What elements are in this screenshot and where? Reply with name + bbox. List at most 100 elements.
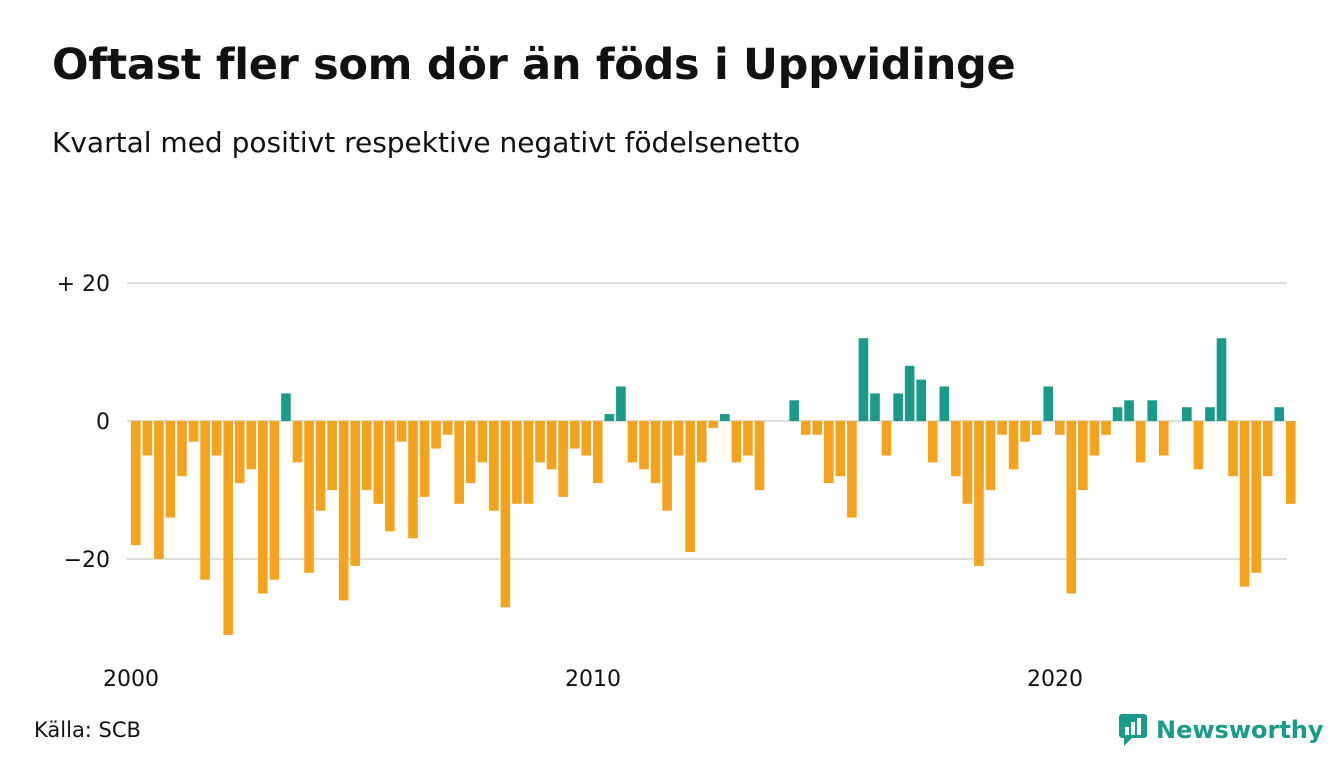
bar-negative xyxy=(1008,421,1019,470)
y-tick-label: 0 xyxy=(96,410,110,435)
bar-negative xyxy=(731,421,742,463)
bar-positive xyxy=(916,379,926,421)
newsworthy-logo-icon xyxy=(1119,714,1147,746)
bar-positive xyxy=(604,414,615,421)
bar-positive xyxy=(1274,407,1285,421)
bar-negative xyxy=(985,421,996,490)
bar-negative xyxy=(974,421,984,566)
bar-negative xyxy=(1078,421,1088,490)
bar-negative xyxy=(1158,421,1169,456)
bar-positive xyxy=(281,393,291,421)
bar-negative xyxy=(454,421,464,504)
bar-negative xyxy=(569,421,580,449)
y-tick-label: −20 xyxy=(64,548,110,573)
bar-negative xyxy=(627,421,638,463)
bar-negative xyxy=(385,421,395,532)
bar-negative xyxy=(500,421,511,608)
bar-negative xyxy=(408,421,418,539)
bar-negative xyxy=(465,421,476,484)
bar-negative xyxy=(315,421,326,511)
y-tick-label: + 20 xyxy=(57,272,110,297)
bar-negative xyxy=(812,421,823,435)
bar-negative xyxy=(165,421,176,518)
bar-negative xyxy=(535,421,545,463)
bar-positive xyxy=(720,414,730,421)
bar-negative xyxy=(1020,421,1030,442)
bar-negative xyxy=(1031,421,1042,435)
bar-negative xyxy=(1262,421,1273,477)
bar-negative xyxy=(362,421,372,490)
bar-negative xyxy=(708,421,719,428)
bar-negative xyxy=(847,421,857,518)
bar-negative xyxy=(258,421,268,594)
bar-negative xyxy=(131,421,141,546)
bar-negative xyxy=(269,421,280,580)
bar-negative xyxy=(1239,421,1250,587)
bar-negative xyxy=(419,421,430,497)
x-tick-label: 2020 xyxy=(1027,667,1083,692)
bar-negative xyxy=(234,421,245,484)
newsworthy-logo[interactable]: Newsworthy xyxy=(1118,713,1324,747)
bar-negative xyxy=(523,421,534,504)
bar-positive xyxy=(1124,400,1134,421)
bar-positive xyxy=(870,393,880,421)
bar-positive xyxy=(939,386,950,421)
bar-negative xyxy=(200,421,210,580)
bar-negative xyxy=(881,421,892,456)
bar-positive xyxy=(1216,338,1227,421)
bar-negative xyxy=(211,421,222,456)
chart-title: Oftast fler som dör än föds i Uppvidinge xyxy=(52,40,1016,90)
bar-negative xyxy=(639,421,649,470)
bar-negative xyxy=(558,421,568,497)
bar-negative xyxy=(292,421,303,463)
bar-negative xyxy=(593,421,603,484)
newsworthy-brand: Newsworthy xyxy=(1156,716,1324,744)
bar-positive xyxy=(858,338,869,421)
bar-positive xyxy=(1182,407,1192,421)
bar-negative xyxy=(396,421,407,442)
bar-negative xyxy=(997,421,1007,435)
bar-negative xyxy=(581,421,592,456)
bar-negative xyxy=(662,421,672,511)
bar-negative xyxy=(754,421,765,490)
bars xyxy=(131,338,1296,635)
bar-negative xyxy=(431,421,441,449)
bar-negative xyxy=(350,421,361,566)
bar-negative xyxy=(1055,421,1065,435)
bar-negative xyxy=(1286,421,1296,504)
bar-negative xyxy=(1251,421,1261,573)
bar-negative xyxy=(489,421,499,511)
bar-negative xyxy=(338,421,349,601)
bar-negative xyxy=(442,421,453,435)
bar-negative xyxy=(835,421,846,477)
source-note: Källa: SCB xyxy=(34,718,141,742)
bar-positive xyxy=(904,365,915,421)
bar-negative xyxy=(223,421,233,635)
x-tick-label: 2000 xyxy=(103,667,159,692)
bar-negative xyxy=(1135,421,1146,463)
bar-negative xyxy=(142,421,153,456)
bar-negative xyxy=(512,421,522,504)
bar-positive xyxy=(1043,386,1054,421)
bar-negative xyxy=(1101,421,1111,435)
bar-negative xyxy=(246,421,257,470)
bar-negative xyxy=(951,421,961,477)
y-axis-labels: + 20 0 −20 xyxy=(57,272,110,573)
bar-positive xyxy=(1205,407,1215,421)
bar-positive xyxy=(1147,400,1157,421)
bar-negative xyxy=(154,421,164,559)
bar-positive xyxy=(1112,407,1123,421)
bar-negative xyxy=(824,421,834,484)
bar-negative xyxy=(304,421,314,573)
bar-negative xyxy=(962,421,973,504)
bar-positive xyxy=(616,386,626,421)
bar-negative xyxy=(650,421,661,484)
bar-negative xyxy=(373,421,384,504)
x-axis-labels: 2000 2010 2020 xyxy=(103,667,1083,692)
bar-positive xyxy=(893,393,903,421)
bar-negative xyxy=(743,421,753,456)
bar-negative xyxy=(1066,421,1077,594)
bar-negative xyxy=(673,421,684,456)
bar-negative xyxy=(327,421,337,490)
